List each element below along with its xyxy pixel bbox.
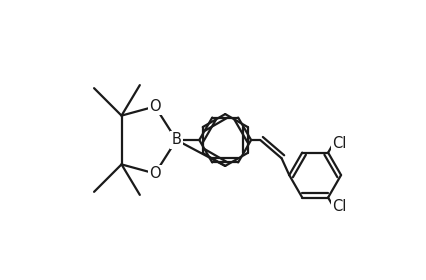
Text: B: B	[172, 132, 181, 148]
Text: Cl: Cl	[332, 136, 346, 151]
Text: Cl: Cl	[332, 199, 346, 214]
Text: O: O	[149, 166, 161, 181]
Text: O: O	[149, 99, 161, 114]
